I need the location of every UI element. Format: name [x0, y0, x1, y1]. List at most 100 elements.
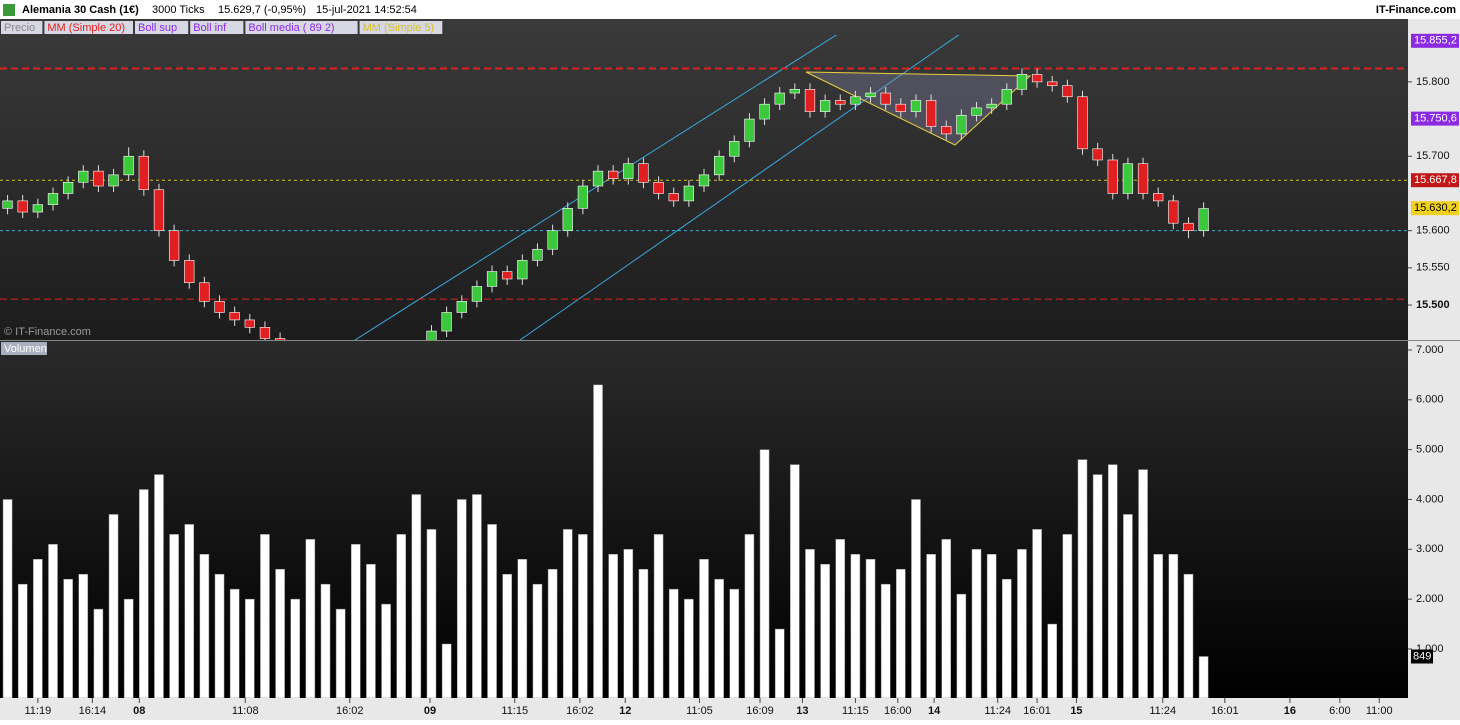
- price-label: 15.630,2: [1414, 202, 1457, 214]
- volume-bar: [169, 534, 179, 698]
- last-volume-box: [1411, 649, 1433, 664]
- candle-body: [1016, 74, 1028, 90]
- volume-bar: [593, 384, 603, 698]
- y-tick-label: 6.000: [1416, 394, 1444, 406]
- volume-bar: [245, 598, 255, 698]
- instrument: Alemania 30 Cash (1€): [22, 4, 139, 16]
- x-tick-label: 11:05: [686, 705, 713, 717]
- legend-entry: Precio: [4, 22, 35, 34]
- header-bar: [0, 0, 1460, 19]
- volume-bar: [805, 549, 815, 698]
- volume-bar: [441, 643, 452, 698]
- x-tick-label: 16: [1284, 705, 1296, 717]
- volume-bar: [381, 603, 391, 698]
- x-tick-label: 08: [133, 705, 145, 717]
- ticks: 3000 Ticks: [152, 4, 205, 16]
- volume-bar: [684, 598, 694, 698]
- volume-bar: [1062, 534, 1073, 698]
- candle-body: [835, 100, 846, 105]
- volume-bar: [154, 474, 164, 698]
- legend-entry: MM (Simple 5): [363, 22, 435, 34]
- candle-body: [1092, 148, 1103, 161]
- y-tick-label: 15.550: [1416, 262, 1450, 274]
- volume-tag: [1, 342, 47, 355]
- x-tick-label: 11:24: [984, 705, 1011, 717]
- candle-body: [1062, 85, 1073, 98]
- candle-body: [1168, 200, 1179, 224]
- volume-bar: [820, 563, 830, 698]
- x-tick-label: 16:00: [884, 705, 912, 717]
- volume-bar: [835, 539, 846, 698]
- volume-bar: [396, 534, 406, 698]
- volume-bar: [487, 524, 497, 698]
- x-tick-label: 16:01: [1023, 705, 1051, 717]
- candle-body: [426, 330, 437, 340]
- candle-body: [1153, 193, 1164, 202]
- candle-body: [184, 260, 195, 284]
- price-label-box: [1411, 111, 1459, 126]
- y-tick-label: 15.600: [1416, 225, 1450, 237]
- volume-bar: [547, 568, 558, 698]
- x-tick-label: 11:19: [24, 705, 51, 717]
- volume-bar: [335, 608, 346, 698]
- x-tick-label: 16:09: [746, 705, 774, 717]
- volume-bar: [93, 608, 104, 698]
- candle-body: [819, 100, 831, 112]
- volume-bar: [880, 583, 891, 698]
- legend-box: [1, 21, 43, 34]
- candle-body: [1031, 74, 1043, 83]
- volume-bar: [865, 559, 876, 698]
- legend-box: [44, 21, 133, 34]
- volume-bar: [199, 554, 210, 698]
- candle-body: [471, 286, 483, 302]
- candle-body: [956, 115, 967, 135]
- volume-bar: [668, 588, 679, 698]
- volume-bar: [63, 578, 73, 698]
- candle-body: [168, 230, 180, 261]
- candle-body: [78, 170, 89, 183]
- y-tick-label: 2.000: [1416, 593, 1444, 605]
- candle-body: [638, 163, 649, 183]
- x-tick-label: 11:15: [501, 705, 528, 717]
- x-tick-label: 16:14: [79, 705, 107, 717]
- candle-body: [1183, 222, 1194, 231]
- volume-bar: [184, 524, 195, 698]
- volume-bar: [956, 593, 967, 698]
- volume-bar: [1077, 459, 1088, 698]
- volume-bar: [456, 499, 467, 698]
- datetime: 15-jul-2021 14:52:54: [316, 4, 417, 16]
- candle-body: [62, 181, 74, 194]
- volume-bar: [1183, 573, 1194, 698]
- volume-bar: [1153, 554, 1163, 698]
- legend-entry: Boll sup: [138, 22, 177, 34]
- volume-bar: [653, 534, 664, 698]
- volume-bar: [229, 588, 240, 698]
- y-tick-label: 7.000: [1416, 344, 1444, 356]
- volume-bar: [578, 534, 588, 698]
- candle-body: [1047, 81, 1058, 86]
- x-tick-label: 13: [796, 705, 808, 717]
- candle-body: [941, 126, 952, 135]
- volume-bar: [2, 499, 13, 698]
- legend-box: [245, 21, 358, 34]
- x-tick-label: 6:00: [1329, 705, 1350, 717]
- y-tick-label: 3.000: [1416, 543, 1444, 555]
- y-tick-label: 15.700: [1416, 150, 1450, 162]
- candle-body: [1122, 163, 1134, 194]
- candle-body: [804, 89, 816, 112]
- candle-body: [47, 193, 59, 205]
- candle-body: [910, 100, 922, 112]
- candle-body: [925, 100, 937, 127]
- volume-bar: [48, 544, 58, 698]
- volume-bar: [472, 494, 482, 698]
- watermark: © IT-Finance.com: [4, 326, 91, 338]
- volume-bar: [1002, 578, 1012, 698]
- candle-body: [895, 103, 906, 112]
- candle-body: [123, 155, 134, 176]
- candle-body: [1107, 159, 1118, 194]
- price-label: 15.855,2: [1414, 35, 1457, 47]
- volume-bar: [986, 554, 997, 698]
- candle-body: [244, 319, 255, 328]
- candle-body: [93, 170, 104, 187]
- candle-body: [274, 338, 286, 340]
